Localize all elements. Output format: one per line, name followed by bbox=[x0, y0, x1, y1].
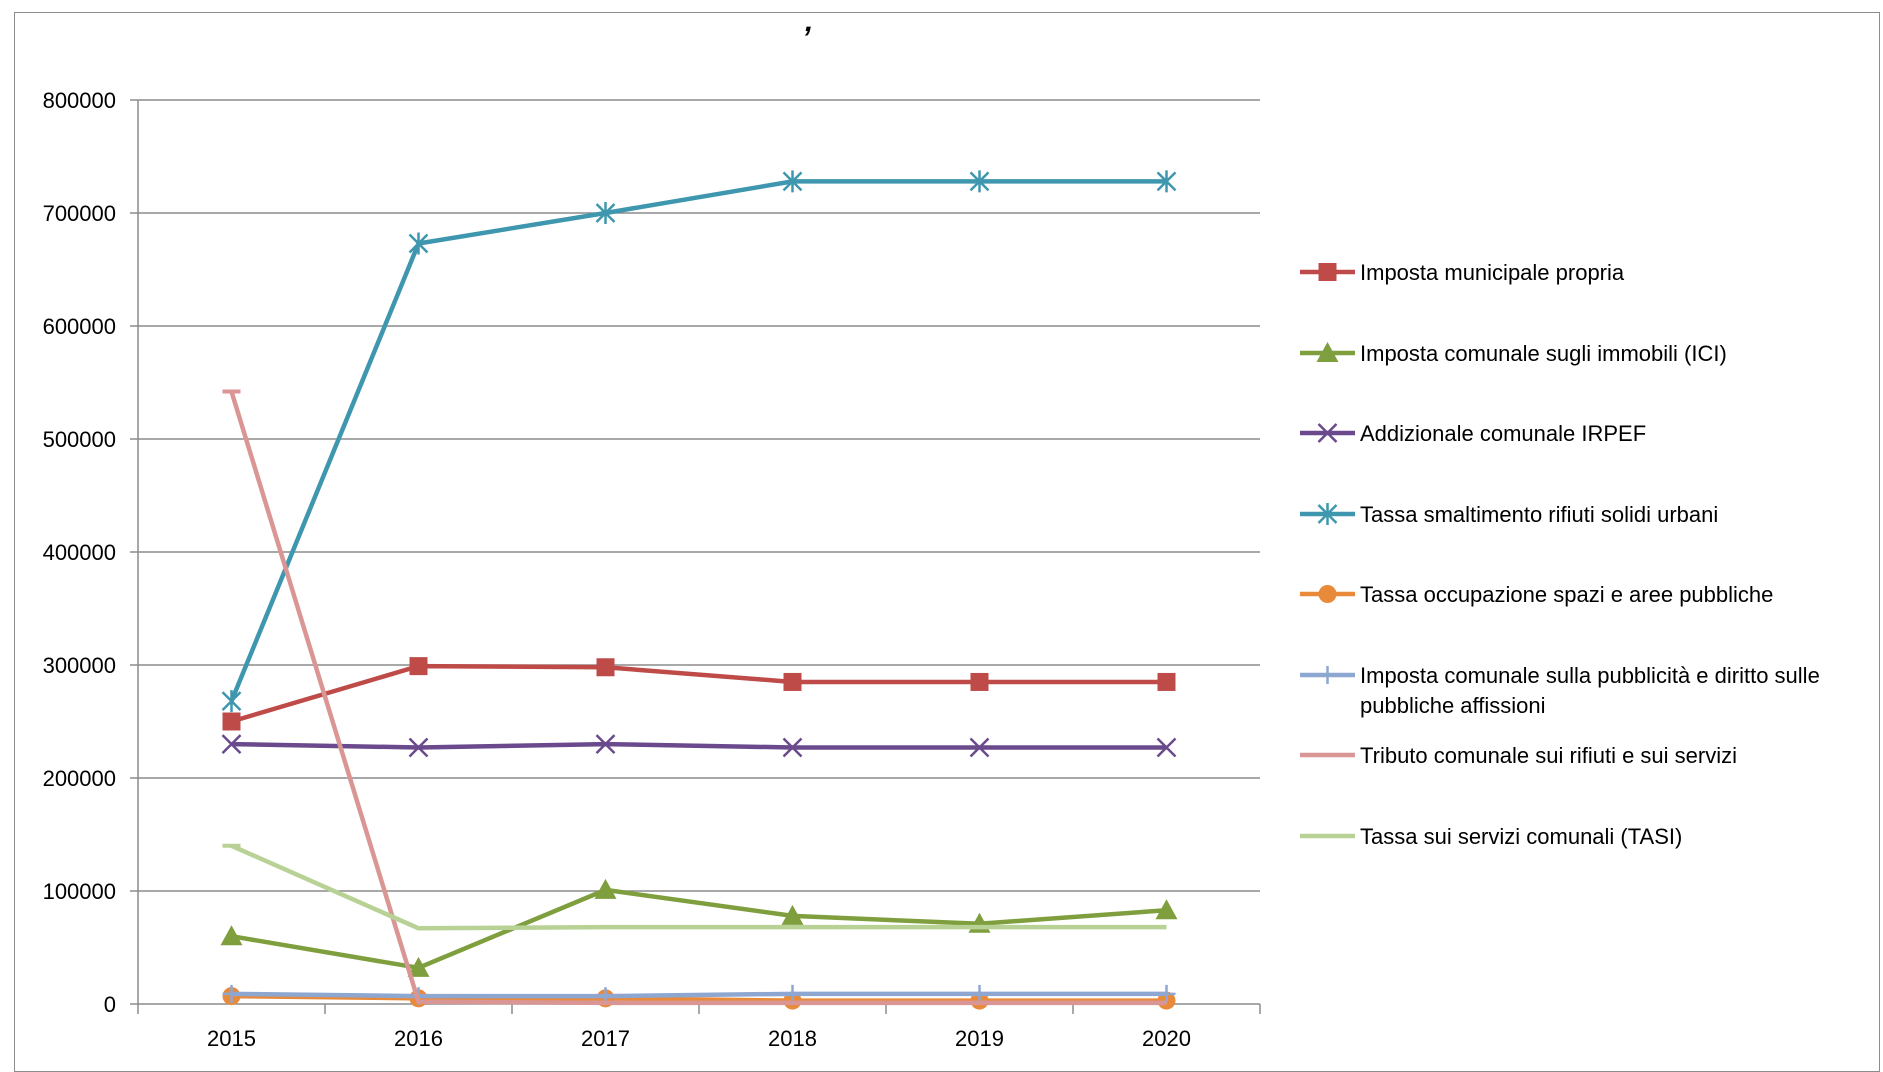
series-group bbox=[220, 170, 1178, 1010]
data-point bbox=[222, 712, 241, 731]
data-point bbox=[783, 672, 802, 691]
legend: Imposta municipale propria Imposta comuna… bbox=[1300, 260, 1820, 849]
legend-label: Tassa sui servizi comunali (TASI) bbox=[1360, 824, 1682, 849]
legend-label: Addizionale comunale IRPEF bbox=[1360, 421, 1646, 446]
data-point bbox=[781, 904, 804, 925]
data-point bbox=[1156, 170, 1177, 193]
data-point bbox=[969, 737, 990, 758]
data-point bbox=[1157, 984, 1176, 1003]
data-point bbox=[596, 658, 615, 677]
y-axis-ticks: 0 100000 200000 300000 400000 500000 600000 700… bbox=[43, 88, 138, 1017]
data-point bbox=[221, 734, 242, 754]
x-tick-label: 2020 bbox=[1142, 1026, 1191, 1051]
series-line bbox=[231, 887, 1167, 971]
legend-label: Tassa smaltimento rifiuti solidi urbani bbox=[1360, 502, 1718, 527]
data-point bbox=[408, 232, 429, 255]
data-point bbox=[1156, 737, 1177, 758]
data-point bbox=[969, 170, 990, 193]
legend-item-4: Tassa occupazione spazi e aree pubbliche bbox=[1300, 582, 1773, 607]
legend-marker bbox=[1316, 342, 1339, 362]
data-point bbox=[970, 672, 989, 691]
series-line bbox=[231, 993, 1167, 1003]
legend-item-2: Addizionale comunale IRPEF bbox=[1300, 421, 1646, 446]
legend-marker bbox=[1318, 666, 1337, 684]
legend-item-5: Imposta comunale sulla pubblicità e diri… bbox=[1300, 663, 1820, 718]
series-line bbox=[231, 741, 1167, 750]
series-line bbox=[229, 179, 1167, 703]
series-3 bbox=[221, 170, 1177, 713]
series-line bbox=[230, 663, 1167, 724]
legend-item-0: Imposta municipale propria bbox=[1300, 260, 1625, 285]
data-point bbox=[409, 657, 428, 676]
legend-label: pubbliche affissioni bbox=[1360, 693, 1546, 718]
data-point bbox=[407, 956, 430, 977]
x-axis-ticks: 2015 2016 2017 2018 2019 2020 bbox=[137, 1004, 1261, 1051]
grid-lines bbox=[138, 99, 1260, 892]
y-tick-label: 700000 bbox=[43, 201, 116, 226]
legend-item-3: Tassa smaltimento rifiuti solidi urbani bbox=[1300, 502, 1718, 527]
legend-label: Imposta municipale propria bbox=[1360, 260, 1625, 285]
data-point bbox=[970, 984, 989, 1003]
data-point bbox=[221, 690, 242, 713]
legend-label: Imposta comunale sulla pubblicità e diri… bbox=[1360, 663, 1820, 688]
series-7 bbox=[222, 843, 1167, 931]
y-tick-label: 100000 bbox=[43, 879, 116, 904]
legend-marker bbox=[1318, 263, 1337, 281]
legend-item-7: Tassa sui servizi comunali (TASI) bbox=[1300, 824, 1682, 849]
x-tick-label: 2015 bbox=[207, 1026, 256, 1051]
legend-label: Tributo comunale sui rifiuti e sui servi… bbox=[1360, 743, 1737, 768]
y-tick-label: 500000 bbox=[43, 427, 116, 452]
y-tick-label: 0 bbox=[104, 992, 116, 1017]
series-line bbox=[230, 843, 1167, 931]
data-point bbox=[595, 734, 616, 754]
data-point bbox=[783, 984, 802, 1003]
data-point bbox=[220, 925, 243, 946]
data-point bbox=[1155, 899, 1178, 920]
data-point bbox=[222, 984, 241, 1003]
chart-title-fragment: , bbox=[805, 5, 814, 38]
legend-marker bbox=[1318, 585, 1337, 603]
x-tick-label: 2017 bbox=[581, 1026, 630, 1051]
data-point bbox=[594, 878, 617, 899]
y-tick-label: 300000 bbox=[43, 653, 116, 678]
series-2 bbox=[221, 734, 1177, 758]
y-tick-label: 800000 bbox=[43, 88, 116, 113]
data-point bbox=[1157, 672, 1176, 691]
series-5 bbox=[222, 984, 1176, 1006]
series-line bbox=[231, 991, 1167, 999]
data-point bbox=[595, 202, 616, 224]
legend-marker bbox=[1317, 503, 1338, 525]
legend-label: Tassa occupazione spazi e aree pubbliche bbox=[1360, 582, 1773, 607]
series-6 bbox=[222, 389, 1167, 1006]
x-tick-label: 2016 bbox=[394, 1026, 443, 1051]
legend-label: Imposta comunale sugli immobili (ICI) bbox=[1360, 341, 1727, 366]
legend-item-1: Imposta comunale sugli immobili (ICI) bbox=[1300, 341, 1727, 366]
y-tick-label: 600000 bbox=[43, 314, 116, 339]
series-0 bbox=[222, 657, 1176, 731]
data-point bbox=[408, 737, 429, 758]
series-line bbox=[229, 390, 1167, 1006]
x-tick-label: 2018 bbox=[768, 1026, 817, 1051]
x-tick-label: 2019 bbox=[955, 1026, 1004, 1051]
y-tick-label: 400000 bbox=[43, 540, 116, 565]
data-point bbox=[782, 737, 803, 758]
y-tick-label: 200000 bbox=[43, 766, 116, 791]
legend-marker bbox=[1317, 423, 1338, 443]
legend-item-6: Tributo comunale sui rifiuti e sui servi… bbox=[1300, 743, 1737, 768]
data-point bbox=[782, 170, 803, 193]
